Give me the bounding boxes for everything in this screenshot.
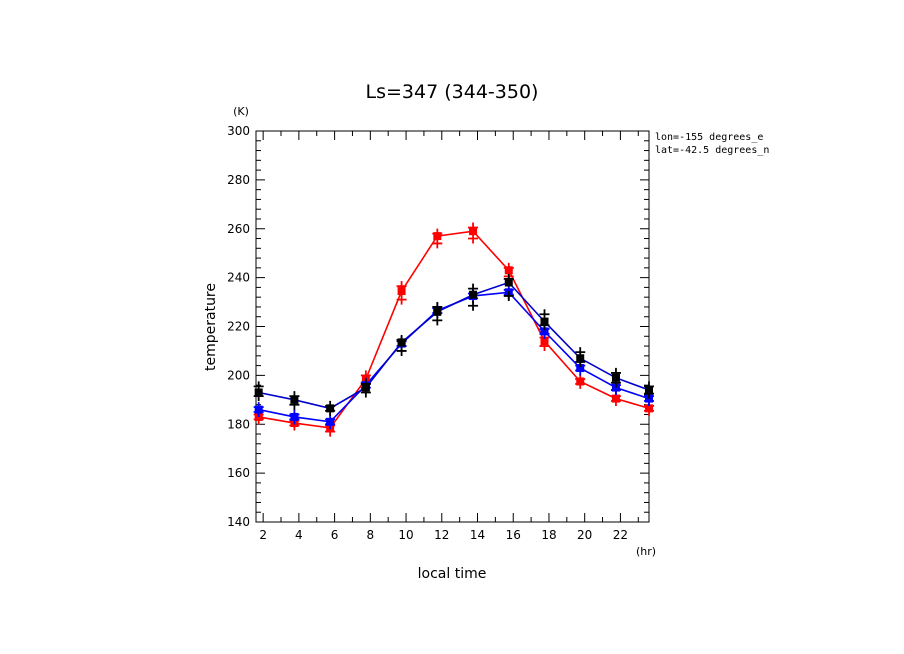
plus-marker-1 [396, 281, 407, 292]
plus-marker-3 [575, 347, 586, 358]
plus-marker-3 [539, 309, 550, 320]
plus-marker-3 [539, 320, 550, 331]
plus-marker-3 [289, 391, 300, 402]
plus-marker-1 [575, 374, 586, 385]
series-line-3 [258, 281, 650, 410]
y-tick-label: 140 [227, 515, 250, 529]
plus-marker-3 [325, 400, 336, 411]
plus-marker-2 [325, 414, 336, 425]
x-tick-label: 20 [577, 528, 592, 542]
plus-marker-1 [503, 262, 514, 273]
y-tick-label: 180 [227, 417, 250, 431]
plus-marker-3 [360, 387, 371, 398]
plus-marker-1 [432, 228, 443, 239]
y-tick-label: 160 [227, 466, 250, 480]
plot-axes: 140 160 180 200 220 240 260 280 300 2 4 6 8 10 12 14 16 1… [227, 124, 650, 542]
series-line-2 [258, 291, 650, 423]
x-tick-label: 4 [295, 528, 303, 542]
x-tick-label: 10 [398, 528, 413, 542]
y-tick-label: 300 [227, 124, 250, 138]
x-tick-label: 12 [434, 528, 449, 542]
plus-marker-3 [360, 378, 371, 389]
plus-marker-3 [468, 300, 479, 311]
y-axis-label: temperature [203, 283, 219, 371]
plus-marker-1 [468, 233, 479, 244]
y-tick-label: 220 [227, 320, 250, 334]
x-tick-label: 8 [367, 528, 375, 542]
plus-marker-3 [503, 273, 514, 284]
plus-marker-3 [575, 356, 586, 367]
series-line-1 [258, 230, 650, 429]
plus-marker-3 [503, 290, 514, 301]
x-axis-unit: (hr) [636, 545, 656, 558]
plus-marker-3 [468, 283, 479, 294]
plus-marker-3 [253, 391, 264, 402]
plus-marker-3 [396, 345, 407, 356]
plus-marker-3 [610, 377, 621, 388]
plot-frame [255, 130, 650, 523]
x-axis-label: local time [418, 566, 487, 582]
plus-marker-3 [644, 381, 654, 392]
series-markers [253, 222, 654, 437]
mean-marker-3 [469, 290, 478, 299]
x-tick-label: 2 [259, 528, 267, 542]
y-tick-label: 280 [227, 173, 250, 187]
latitude-annotation: lat=-42.5 degrees_n [655, 145, 769, 156]
x-tick-label: 16 [506, 528, 521, 542]
longitude-annotation: lon=-155 degrees_e [655, 132, 763, 143]
plus-marker-3 [289, 399, 300, 410]
plus-marker-1 [396, 294, 407, 305]
plus-marker-3 [610, 367, 621, 378]
y-tick-label: 200 [227, 368, 250, 382]
y-tick-label: 240 [227, 271, 250, 285]
series-lines [258, 230, 650, 429]
plus-marker-2 [253, 402, 264, 413]
plus-marker-3 [396, 334, 407, 345]
y-tick-label: 260 [227, 222, 250, 236]
plus-marker-1 [432, 238, 443, 249]
plus-marker-3 [253, 381, 264, 392]
chart-title: Ls=347 (344-350) [366, 81, 539, 103]
x-tick-label: 18 [541, 528, 556, 542]
plus-marker-3 [432, 315, 443, 326]
x-tick-label: 22 [613, 528, 628, 542]
x-tick-label: 14 [470, 528, 485, 542]
y-axis-unit: (K) [233, 105, 249, 118]
plus-marker-1 [468, 222, 479, 233]
plus-marker-1 [539, 341, 550, 352]
plus-marker-2 [289, 409, 300, 420]
plus-marker-3 [432, 301, 443, 312]
x-tick-label: 6 [331, 528, 339, 542]
